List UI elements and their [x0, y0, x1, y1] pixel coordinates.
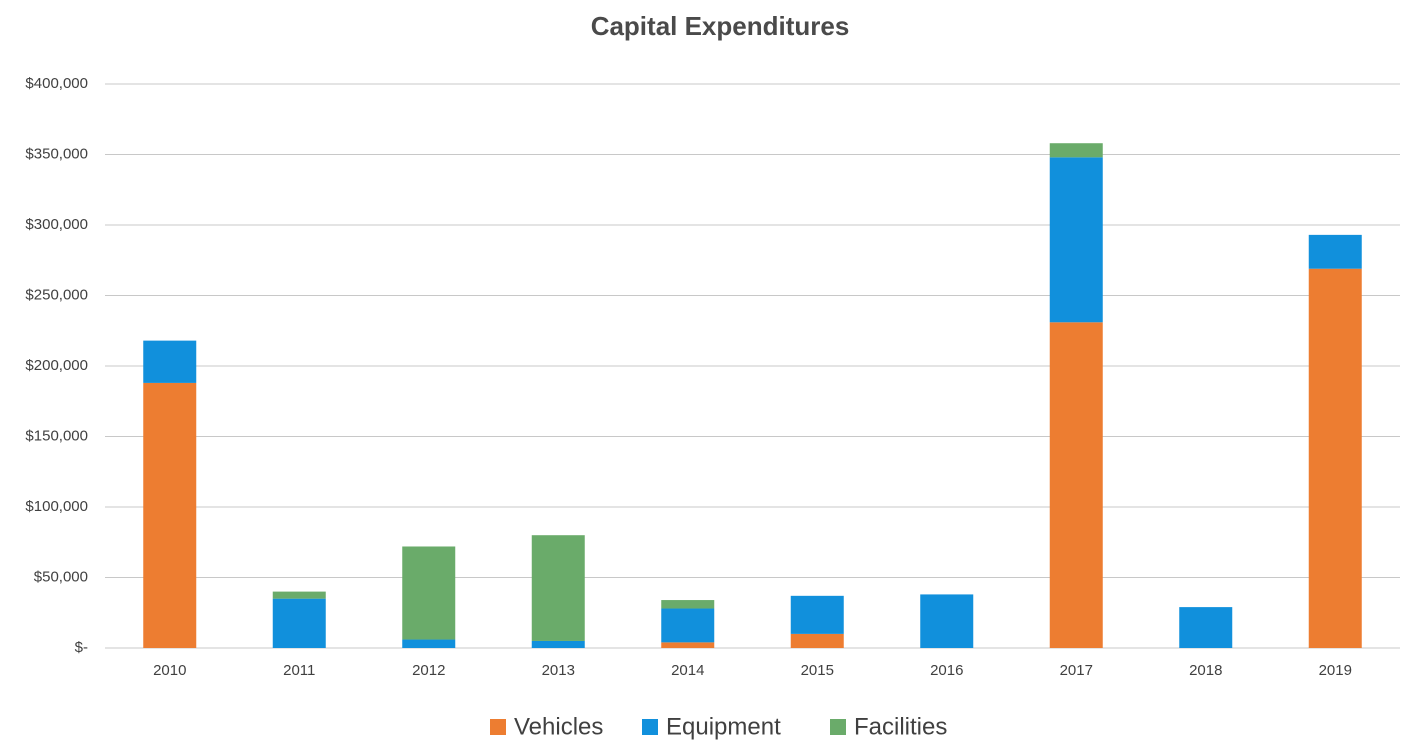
y-tick-label: $300,000 [25, 216, 88, 233]
y-tick-label: $100,000 [25, 498, 88, 515]
bar-segment [790, 595, 844, 634]
x-tick-label: 2011 [283, 662, 315, 679]
y-tick-label: $350,000 [25, 145, 88, 162]
bar-segment [1049, 322, 1103, 648]
y-tick-label: $50,000 [34, 568, 88, 585]
x-tick-label: 2014 [671, 662, 704, 679]
x-tick-label: 2018 [1189, 662, 1222, 679]
x-tick-label: 2019 [1319, 662, 1352, 679]
bar-segment [402, 546, 456, 640]
x-tick-label: 2012 [412, 662, 445, 679]
bar-segment [402, 639, 456, 648]
x-tick-label: 2015 [801, 662, 834, 679]
bar-segment [1049, 143, 1103, 158]
legend-label: Equipment [666, 713, 781, 740]
bar-segment [272, 591, 326, 599]
bar-segment [661, 608, 715, 643]
legend-label: Facilities [854, 713, 947, 740]
legend-swatch [830, 719, 846, 735]
y-tick-label: $400,000 [25, 75, 88, 92]
bar-segment [1308, 268, 1362, 648]
bar-segment [661, 642, 715, 648]
bar-segment [531, 535, 585, 641]
legend-label: Vehicles [514, 713, 603, 740]
bar-segment [661, 600, 715, 609]
chart-title: Capital Expenditures [591, 11, 850, 41]
bar-segment [1179, 607, 1233, 648]
legend-swatch [490, 719, 506, 735]
bar-segment [790, 633, 844, 648]
bar-segment [272, 598, 326, 648]
x-tick-label: 2010 [153, 662, 186, 679]
bar-segment [1049, 157, 1103, 323]
bar-segment [143, 382, 197, 648]
bar-segment [1308, 234, 1362, 269]
bar-segment [531, 640, 585, 648]
bar-segment [920, 594, 974, 648]
bar-segment [143, 340, 197, 383]
y-tick-label: $150,000 [25, 427, 88, 444]
y-tick-label: $250,000 [25, 286, 88, 303]
x-tick-label: 2016 [930, 662, 963, 679]
x-tick-label: 2017 [1060, 662, 1093, 679]
y-tick-label: $200,000 [25, 357, 88, 374]
legend-swatch [642, 719, 658, 735]
y-tick-label: $- [75, 639, 88, 656]
x-tick-label: 2013 [542, 662, 575, 679]
